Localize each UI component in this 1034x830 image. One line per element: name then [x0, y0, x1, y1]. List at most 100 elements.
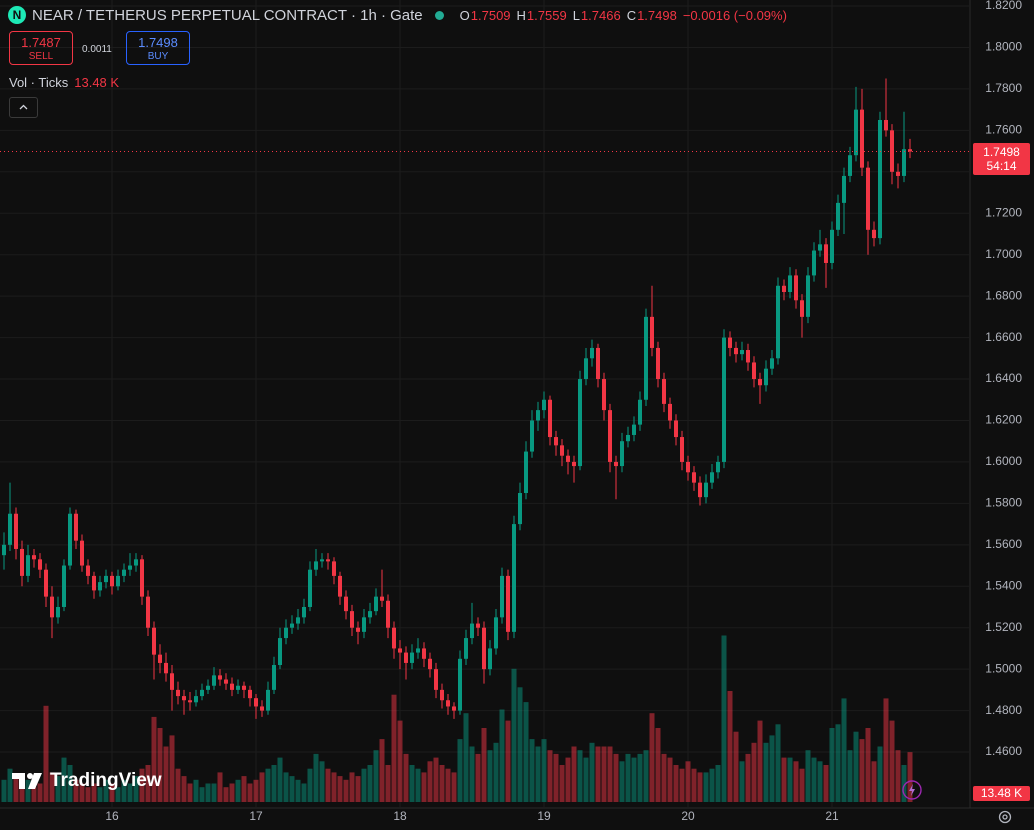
volume-bar	[769, 735, 775, 802]
candle-body	[50, 596, 54, 618]
volume-bar	[535, 746, 541, 802]
volume-bar	[397, 720, 403, 802]
candle-body	[416, 648, 420, 653]
candle-body	[428, 658, 432, 670]
volume-bar	[187, 783, 193, 802]
volume-bar	[49, 772, 55, 802]
buy-button[interactable]: 1.7498 BUY	[126, 31, 190, 65]
volume-bar	[631, 757, 637, 802]
candle-body	[908, 149, 912, 152]
candle-body	[56, 606, 60, 618]
volume-bar	[313, 753, 319, 802]
ohlc-key: O	[459, 7, 470, 23]
volume-bar	[493, 742, 499, 802]
volume-bar	[181, 776, 187, 802]
volume-bar	[1, 779, 7, 802]
candle-body	[158, 654, 162, 663]
volume-bar	[127, 783, 133, 802]
volume-bar	[13, 776, 19, 802]
sell-button[interactable]: 1.7487 SELL	[9, 31, 73, 65]
volume-bar	[385, 765, 391, 802]
candle-body	[302, 606, 306, 618]
volume-bar	[67, 765, 73, 802]
volume-bar	[817, 761, 823, 802]
candle-body	[482, 627, 486, 670]
volume-bar	[163, 746, 169, 802]
candle-body	[164, 662, 168, 674]
candle-body	[794, 275, 798, 301]
candle-body	[404, 652, 408, 663]
ohlc-key: C	[626, 7, 637, 23]
candle-body	[704, 482, 708, 498]
volume-bar	[259, 772, 265, 802]
candle-body	[188, 700, 192, 703]
candle-body	[8, 513, 12, 545]
candle-body	[254, 698, 258, 707]
candle-body	[68, 513, 72, 566]
brand-name: TradingView	[50, 770, 162, 791]
y-tick-label: 1.7200	[985, 205, 1022, 219]
volume-bar	[637, 753, 643, 802]
volume-bar	[481, 728, 487, 802]
volume-bar	[823, 765, 829, 802]
candle-body	[494, 617, 498, 649]
x-tick-label: 17	[249, 809, 263, 823]
volume-bar	[529, 739, 535, 802]
candle-body	[104, 575, 108, 583]
volume-bar	[805, 750, 811, 802]
candle-body	[446, 700, 450, 707]
candle-body	[608, 410, 612, 462]
candle-body	[32, 555, 36, 560]
candle-body	[440, 689, 444, 701]
ohlc-value: 1.7498	[637, 7, 677, 23]
volume-bar	[337, 776, 343, 802]
candle-body	[230, 683, 234, 690]
candle-body	[434, 669, 438, 690]
volume-bar	[709, 768, 715, 802]
y-tick-label: 1.7800	[985, 81, 1022, 95]
candle-body	[626, 434, 630, 442]
volume-bar	[355, 776, 361, 802]
symbol-title[interactable]: NEAR / TETHERUS PERPETUAL CONTRACT · 1h …	[32, 6, 423, 24]
volume-bar	[721, 635, 727, 802]
candle-body	[122, 569, 126, 576]
volume-bar	[7, 768, 13, 802]
volume-bar	[499, 709, 505, 802]
volume-bar	[613, 753, 619, 802]
volume-bar	[283, 772, 289, 802]
volume-bar	[601, 746, 607, 802]
x-tick-label: 20	[681, 809, 695, 823]
candle-body	[314, 561, 318, 570]
volume-bar	[139, 768, 145, 802]
candle-body	[614, 461, 618, 467]
candle-body	[38, 559, 42, 570]
volume-bar	[511, 668, 517, 802]
candle-body	[590, 347, 594, 359]
collapse-button[interactable]	[9, 97, 38, 118]
volume-bar	[445, 768, 451, 802]
alert-icon[interactable]	[901, 779, 923, 801]
volume-bar	[811, 757, 817, 802]
y-tick-label: 1.7600	[985, 123, 1022, 137]
volume-bar	[97, 787, 103, 802]
volume-bar	[679, 768, 685, 802]
volume-bar	[787, 757, 793, 802]
candle-body	[806, 275, 810, 317]
volume-bar	[745, 753, 751, 802]
candle-body	[860, 109, 864, 168]
candle-body	[422, 648, 426, 659]
volume-bar	[307, 768, 313, 802]
chevron-icon	[19, 104, 28, 110]
candle-body	[296, 617, 300, 624]
volume-bar	[463, 713, 469, 802]
volume-bar	[625, 753, 631, 802]
volume-bar	[829, 728, 835, 802]
candle-body	[128, 565, 132, 570]
candle-body	[356, 627, 360, 632]
candle-body	[716, 461, 720, 473]
settings-icon[interactable]	[996, 808, 1014, 826]
candle-body	[818, 244, 822, 251]
candle-body	[560, 445, 564, 456]
candle-body	[878, 119, 882, 239]
